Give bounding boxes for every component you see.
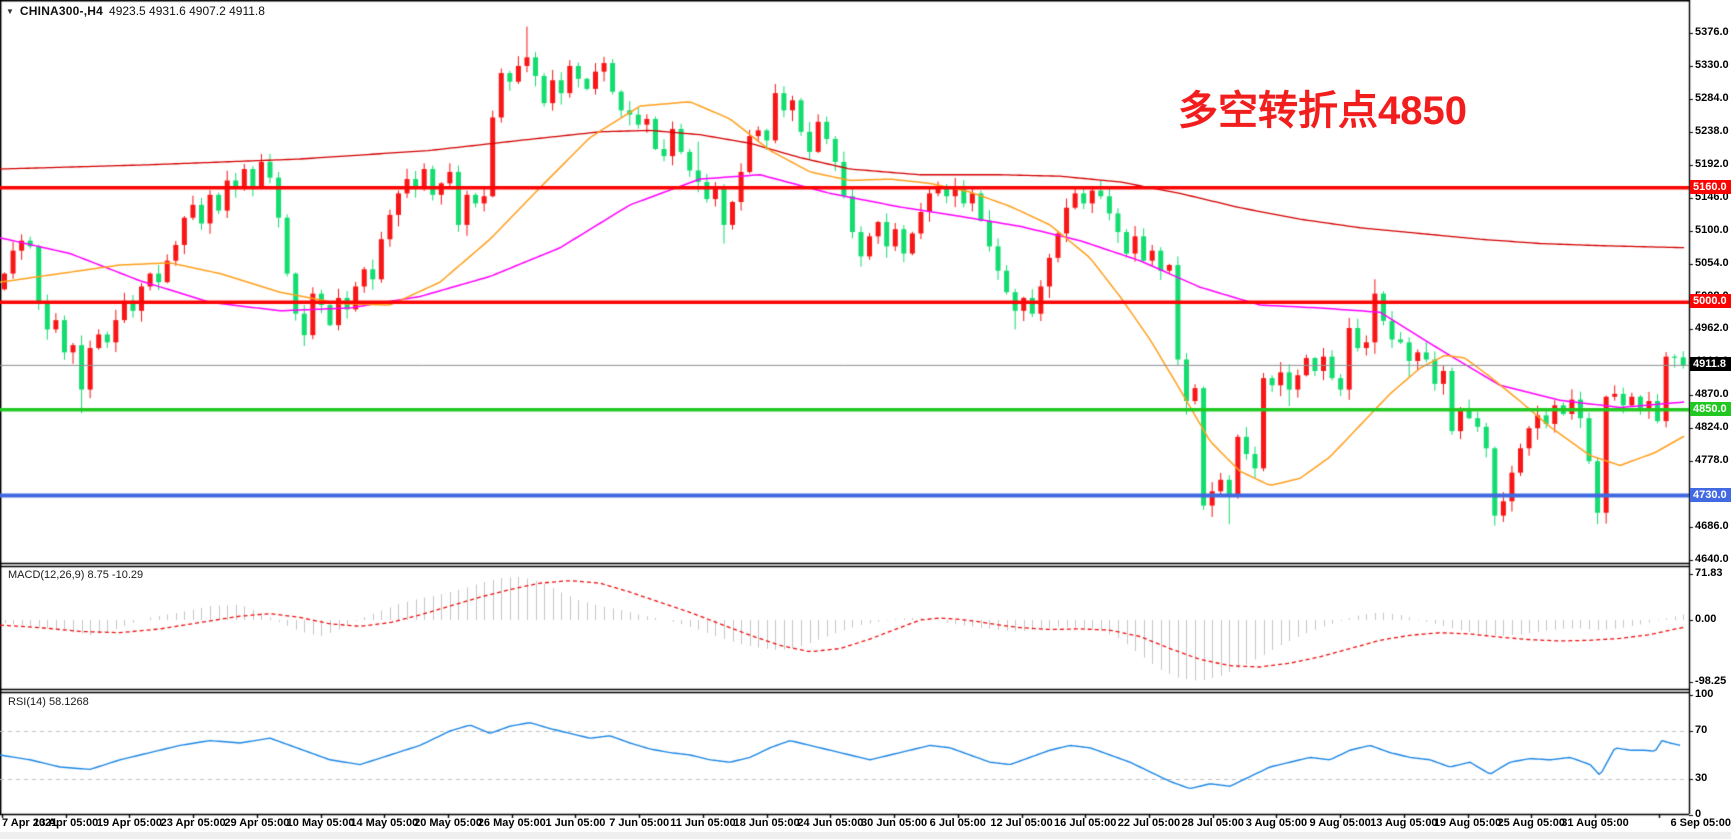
macd-tick-label: -98.25 [1695,675,1727,688]
time-axis-label: 6 Sep 05:00 [1670,817,1731,829]
time-axis-label: 16 Jul 05:00 [1054,817,1117,829]
price-tick-label: 5330.0 [1695,58,1729,71]
price-badge: 4850.0 [1690,401,1731,416]
time-axis-label: 26 May 05:00 [477,817,546,829]
time-axis-label: 31 Aug 05:00 [1561,817,1629,829]
time-axis-label: 30 Jun 05:00 [861,817,928,829]
time-axis-label: 12 Jul 05:00 [990,817,1053,829]
time-axis-label: 9 Aug 05:00 [1309,817,1371,829]
price-tick-label: 4640.0 [1695,553,1729,565]
window-bottom-strip [0,832,1731,839]
price-tick-label: 4962.0 [1695,322,1729,335]
time-axis-label: 10 May 05:00 [286,817,355,829]
time-axis-label: 14 May 05:00 [350,817,419,829]
time-axis-label: 13 Aug 05:00 [1370,817,1438,829]
time-axis-label: 11 Jun 05:00 [670,817,736,829]
price-tick-label: 5146.0 [1695,190,1729,203]
chart-annotation-text[interactable]: 多空转折点4850 [1178,89,1467,133]
time-axis-label: 3 Aug 05:00 [1245,817,1308,829]
price-badge: 4911.8 [1690,357,1731,372]
macd-tick-label: 71.83 [1695,567,1723,580]
price-tick-label: 5192.0 [1695,157,1729,170]
price-tick-label: 4870.0 [1695,388,1729,401]
time-axis-label: 22 Jul 05:00 [1117,817,1181,829]
price-badge: 5000.0 [1690,294,1731,309]
chart-header: ▼ CHINA300-,H4 4923.5 4931.6 4907.2 4911… [6,4,265,18]
price-tick-label: 5284.0 [1695,91,1729,104]
time-axis-label: 19 Aug 05:00 [1433,817,1502,829]
rsi-tick-label: 0 [1695,808,1702,820]
collapse-chevron-icon[interactable]: ▼ [6,6,14,16]
rsi-tick-label: 70 [1695,724,1708,736]
rsi-tick-label: 100 [1695,688,1714,700]
rsi-tick-label: 30 [1695,772,1708,784]
time-axis-label: 29 Apr 05:00 [224,817,290,829]
price-tick-label: 4778.0 [1695,454,1729,467]
symbol-period-label: CHINA300-,H4 [19,4,104,18]
macd-tick-label: 0.00 [1695,613,1717,625]
price-tick-label: 4686.0 [1695,520,1729,533]
time-axis-label: 23 Apr 05:00 [160,817,226,829]
price-tick-label: 5376.0 [1695,26,1729,38]
time-axis-label: 24 Jun 05:00 [797,817,864,829]
time-axis-label: 25 Aug 05:00 [1497,817,1565,829]
macd-indicator-label: MACD(12,26,9) 8.75 -10.29 [8,569,144,581]
price-badge: 5160.0 [1690,179,1731,194]
time-axis-label: 13 Apr 05:00 [33,817,99,829]
price-tick-label: 4824.0 [1695,421,1729,434]
time-axis-label: 28 Jul 05:00 [1181,817,1244,829]
price-badge: 4730.0 [1690,487,1731,502]
ohlc-values: 4923.5 4931.6 4907.2 4911.8 [109,4,265,18]
rsi-indicator-label: RSI(14) 58.1268 [8,696,89,708]
time-axis-label: 19 Apr 05:00 [96,817,162,829]
time-axis-label: 7 Apr 2021 [2,817,58,829]
time-axis-label: 7 Jun 05:00 [609,817,670,829]
price-tick-label: 5100.0 [1695,223,1729,236]
time-axis-label: 6 Jul 05:00 [929,817,986,829]
time-axis-label: 1 Jun 05:00 [545,817,606,829]
time-axis-label: 20 May 05:00 [414,817,482,829]
price-tick-label: 5238.0 [1695,124,1729,137]
price-tick-label: 5054.0 [1695,256,1729,269]
time-axis-label: 18 Jun 05:00 [733,817,800,829]
